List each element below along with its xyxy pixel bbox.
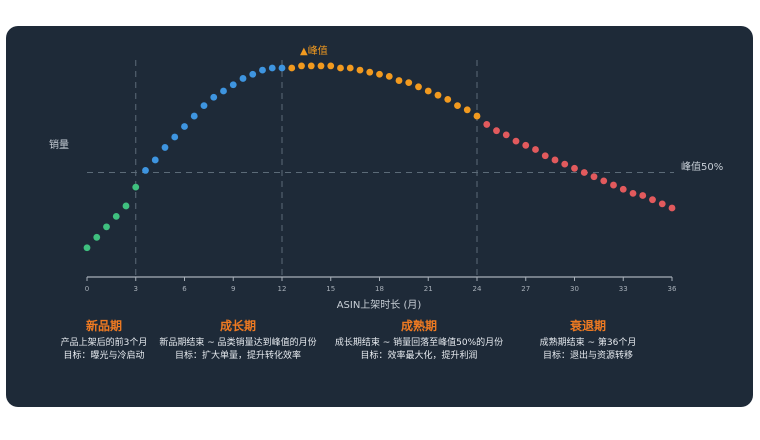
lifecycle-chart: 0 3 6 9 12 15 18 21 24 27 30 33 36 销量 ASIN上架时长 (月) ▲… xyxy=(49,44,723,311)
x-tick-label: 21 xyxy=(424,285,433,293)
data-point xyxy=(473,112,481,120)
data-point xyxy=(649,196,656,204)
data-point xyxy=(171,133,179,141)
data-point xyxy=(317,62,325,70)
x-tick-label: 18 xyxy=(375,285,384,293)
data-point xyxy=(444,95,452,103)
data-point xyxy=(376,70,383,78)
phase-goal: 目标：扩大单量，提升转化效率 xyxy=(174,351,301,361)
data-point xyxy=(512,137,520,145)
x-tick-label: 24 xyxy=(473,285,482,293)
data-point xyxy=(298,62,305,70)
phase-intro: 新品期 产品上架后的前3个月 目标：曝光与冷启动 xyxy=(6,318,214,363)
y-axis-label: 销量 xyxy=(49,138,69,151)
data-point xyxy=(337,64,344,72)
phase-definition: 新品期结束 ~ 品类销量达到峰值的月份 xyxy=(159,338,317,348)
x-tick-label: 12 xyxy=(278,285,287,293)
data-point xyxy=(385,72,393,80)
chart-card: 0 3 6 9 12 15 18 21 24 27 30 33 36 销量 ASIN上架时长 (月) ▲… xyxy=(6,26,753,407)
data-point xyxy=(600,177,608,185)
data-points xyxy=(83,62,676,252)
data-point xyxy=(405,79,413,87)
x-tick-label: 15 xyxy=(326,285,335,293)
phase-mature: 成熟期 成长期结束 ~ 销量回落至峰值50%的月份 目标：效率最大化，提升利润 xyxy=(309,318,529,363)
phase-goal: 目标：效率最大化，提升利润 xyxy=(360,351,478,361)
data-point xyxy=(161,144,169,151)
data-point xyxy=(610,181,617,189)
x-tick-label: 30 xyxy=(570,285,579,293)
data-point xyxy=(259,66,266,74)
data-point xyxy=(532,146,539,153)
data-point xyxy=(132,183,140,191)
data-point xyxy=(151,156,159,164)
peak-annotation: ▲峰值 xyxy=(300,44,328,57)
data-point xyxy=(590,173,598,181)
x-tick-label: 27 xyxy=(521,285,530,293)
data-point xyxy=(522,141,530,149)
data-point xyxy=(356,66,364,74)
data-point xyxy=(239,75,247,82)
guide-lines xyxy=(87,60,674,277)
x-tick-label: 3 xyxy=(134,285,138,293)
data-point xyxy=(112,212,120,220)
data-point xyxy=(200,102,208,110)
data-point xyxy=(278,64,286,72)
data-point xyxy=(580,169,588,176)
half-peak-annotation: 峰值50% xyxy=(681,160,723,173)
phase-title: 成长期 xyxy=(219,319,256,333)
x-tick-label: 33 xyxy=(619,285,628,293)
data-point xyxy=(220,87,227,95)
x-tick-label: 9 xyxy=(231,285,235,293)
data-point xyxy=(502,131,510,139)
data-point xyxy=(415,83,422,91)
phase-definition: 产品上架后的前3个月 xyxy=(60,338,148,348)
data-point xyxy=(103,223,110,231)
data-point xyxy=(639,192,647,199)
data-point xyxy=(668,204,676,212)
data-point xyxy=(454,102,461,110)
phase-decline: 衰退期 成熟期结束 ~ 第36个月 目标：退出与资源转移 xyxy=(478,318,698,363)
phase-definition: 成长期结束 ~ 销量回落至峰值50%的月份 xyxy=(334,338,504,348)
data-point xyxy=(229,81,237,89)
data-point xyxy=(249,70,257,78)
phase-title: 成熟期 xyxy=(400,319,437,333)
data-point xyxy=(629,190,637,197)
data-point xyxy=(424,87,432,95)
x-axis-label: ASIN上架时长 (月) xyxy=(337,299,422,311)
data-point xyxy=(463,106,471,114)
data-point xyxy=(346,64,354,72)
data-point xyxy=(190,112,198,120)
data-point xyxy=(366,68,374,76)
data-point xyxy=(142,167,149,174)
phase-goal: 目标：曝光与冷启动 xyxy=(63,351,145,361)
x-tick-label: 6 xyxy=(182,285,187,293)
data-point xyxy=(210,93,218,101)
data-point xyxy=(483,121,491,128)
x-axis: 0 3 6 9 12 15 18 21 24 27 30 33 36 xyxy=(85,276,677,293)
data-point xyxy=(551,156,559,164)
data-point xyxy=(327,62,335,70)
x-tick-label: 0 xyxy=(85,285,89,293)
data-point xyxy=(181,123,188,130)
data-point xyxy=(561,160,569,168)
data-point xyxy=(434,91,442,99)
data-point xyxy=(307,62,315,70)
data-point xyxy=(83,244,91,252)
x-tick-label: 36 xyxy=(668,285,677,293)
phase-title: 衰退期 xyxy=(569,319,606,333)
data-point xyxy=(395,77,403,84)
data-point xyxy=(288,64,296,72)
phase-title: 新品期 xyxy=(85,319,122,333)
data-point xyxy=(541,152,549,160)
data-point xyxy=(268,64,276,72)
data-point xyxy=(658,200,666,208)
phase-growth: 成长期 新品期结束 ~ 品类销量达到峰值的月份 目标：扩大单量，提升转化效率 xyxy=(128,318,348,363)
data-point xyxy=(619,185,627,193)
data-point xyxy=(93,233,101,241)
data-point xyxy=(122,202,130,210)
data-point xyxy=(493,127,500,135)
phase-goal: 目标：退出与资源转移 xyxy=(542,351,633,361)
phase-definition: 成熟期结束 ~ 第36个月 xyxy=(539,338,637,348)
data-point xyxy=(571,164,578,172)
